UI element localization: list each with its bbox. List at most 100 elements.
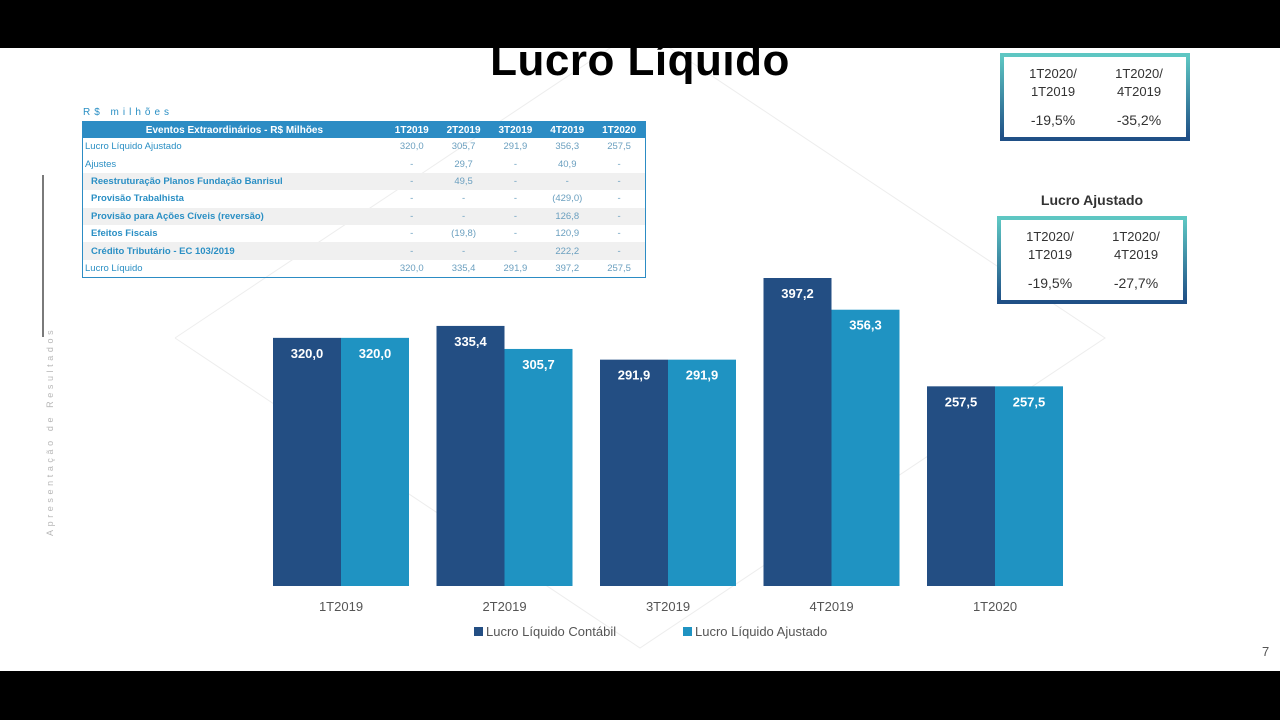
row-value: - [410, 193, 414, 205]
bar [831, 309, 900, 586]
row-value: 291,9 [503, 141, 528, 153]
table-row: Efeitos Fiscais - (19,8) - 120,9 - [83, 225, 646, 242]
row-label: Efeitos Fiscais [91, 228, 158, 240]
table-header-cell: Eventos Extraordinários - R$ Milhões [82, 121, 386, 138]
legend-swatch [683, 627, 692, 636]
row-value: - [617, 193, 621, 205]
bar-chart: 320,0 320,0 1T2019 335,4 305,7 2T2019 291,9 291… [273, 278, 1063, 639]
events-table: Eventos Extraordinários - R$ Milhões 1T2… [82, 121, 646, 279]
row-value: 397,2 [555, 262, 580, 274]
bar [504, 348, 573, 586]
kpi-value: -27,7% [1113, 275, 1159, 291]
row-value: 335,4 [451, 262, 476, 274]
row-value: 320,0 [399, 141, 424, 153]
page-title: Lucro Líquido [490, 48, 790, 85]
row-value: - [593, 207, 646, 225]
row-value: (19,8) [451, 228, 476, 240]
bar-data-label: 291,9 [686, 368, 719, 383]
events-table-header: Eventos Extraordinários - R$ Milhões 1T2… [82, 121, 646, 138]
row-value: - [513, 228, 517, 240]
kpi-column: 1T2020/ 1T2019 -19,5% [1009, 228, 1091, 292]
row-label: Lucro Líquido Ajustado [85, 141, 182, 153]
bar [436, 325, 505, 586]
row-value: 49,5 [437, 172, 490, 191]
row-value: 356,3 [555, 141, 580, 153]
bar [668, 359, 736, 586]
kpi-column: 1T2020/ 4T2019 -27,7% [1095, 228, 1177, 292]
side-accent-bar [42, 175, 44, 337]
row-value: 257,5 [607, 141, 631, 153]
kpi-label-top: 1T2020/ [1112, 229, 1160, 244]
x-tick-label: 1T2019 [319, 599, 363, 614]
table-header-cell: 3T2019 [489, 121, 542, 138]
row-value: - [437, 207, 490, 225]
kpi-box-net-income: 1T2020/ 1T2019 -19,5% 1T2020/ 4T2019 -35… [1000, 53, 1190, 141]
bar-data-label: 291,9 [618, 368, 651, 383]
kpi-value: -19,5% [1030, 112, 1076, 128]
table-row: Lucro Líquido 320,0 335,4 291,9 397,2 25… [83, 260, 646, 278]
row-value: 120,9 [555, 228, 580, 240]
page-number: 7 [1262, 644, 1270, 659]
table-row: Ajustes - 29,7 - 40,9 - [83, 155, 646, 172]
x-tick-label: 3T2019 [646, 599, 690, 614]
kpi-label-bottom: 1T2019 [1027, 247, 1073, 262]
kpi-box-adjusted: 1T2020/ 1T2019 -19,5% 1T2020/ 4T2019 -27… [997, 216, 1187, 304]
table-row: Lucro Líquido Ajustado 320,0 305,7 291,9… [83, 138, 646, 155]
bar [600, 359, 668, 586]
row-value: (429,0) [552, 193, 583, 205]
row-value: 29,7 [454, 158, 473, 170]
row-value: - [617, 228, 621, 240]
bar [995, 386, 1063, 586]
kpi-label-bottom: 1T2019 [1030, 84, 1076, 99]
row-value: - [513, 158, 517, 170]
kpi-label-top: 1T2020/ [1115, 66, 1163, 81]
row-label: Ajustes [85, 158, 117, 170]
row-value: - [489, 242, 542, 260]
row-value: - [410, 228, 414, 240]
x-tick-label: 1T2020 [973, 599, 1017, 614]
row-value: - [617, 158, 621, 170]
row-value: - [410, 158, 414, 170]
row-value: 257,5 [607, 262, 631, 274]
table-row: Provisão Trabalhista - - - (429,0) - [83, 190, 646, 207]
row-value: 320,0 [399, 262, 424, 274]
row-label: Lucro Líquido [85, 262, 143, 274]
row-value: 222,2 [541, 242, 594, 260]
bar [763, 278, 832, 586]
table-row: Reestruturação Planos Fundação Banrisul … [82, 172, 646, 191]
kpi-label-top: 1T2020/ [1029, 66, 1077, 81]
table-header-cell: 1T2020 [593, 121, 646, 138]
row-value: 291,9 [503, 262, 528, 274]
table-header-cell: 2T2019 [437, 121, 490, 138]
unit-label: R$ milhões [83, 107, 174, 118]
kpi-column: 1T2020/ 4T2019 -35,2% [1098, 65, 1180, 129]
legend-label: Lucro Líquido Ajustado [695, 624, 827, 639]
bar-data-label: 397,2 [781, 286, 814, 301]
kpi-column: 1T2020/ 1T2019 -19,5% [1012, 65, 1094, 129]
kpi-label-bottom: 4T2019 [1113, 247, 1159, 262]
row-value: - [385, 207, 438, 225]
kpi-label-top: 1T2020/ [1026, 229, 1074, 244]
kpi-value: -19,5% [1027, 275, 1073, 291]
row-value: - [489, 207, 542, 225]
row-value: - [513, 193, 517, 205]
bar-data-label: 257,5 [1013, 394, 1046, 409]
kpi-value: -35,2% [1116, 112, 1162, 128]
bar [273, 337, 341, 586]
bar [927, 386, 995, 586]
x-tick-label: 4T2019 [809, 599, 853, 614]
bar-data-label: 356,3 [849, 318, 882, 333]
bar-data-label: 257,5 [945, 394, 978, 409]
table-header-cell: 1T2019 [385, 121, 438, 138]
legend-swatch [474, 627, 483, 636]
row-label: Reestruturação Planos Fundação Banrisul [82, 172, 386, 191]
legend-label: Lucro Líquido Contábil [486, 624, 616, 639]
table-header-cell: 4T2019 [541, 121, 594, 138]
kpi-label-bottom: 4T2019 [1116, 84, 1162, 99]
row-value: - [593, 172, 646, 191]
bar-data-label: 335,4 [454, 334, 487, 349]
row-value: 126,8 [541, 207, 594, 225]
row-label: Provisão Trabalhista [91, 193, 184, 205]
bar [341, 337, 409, 586]
row-value: - [385, 242, 438, 260]
